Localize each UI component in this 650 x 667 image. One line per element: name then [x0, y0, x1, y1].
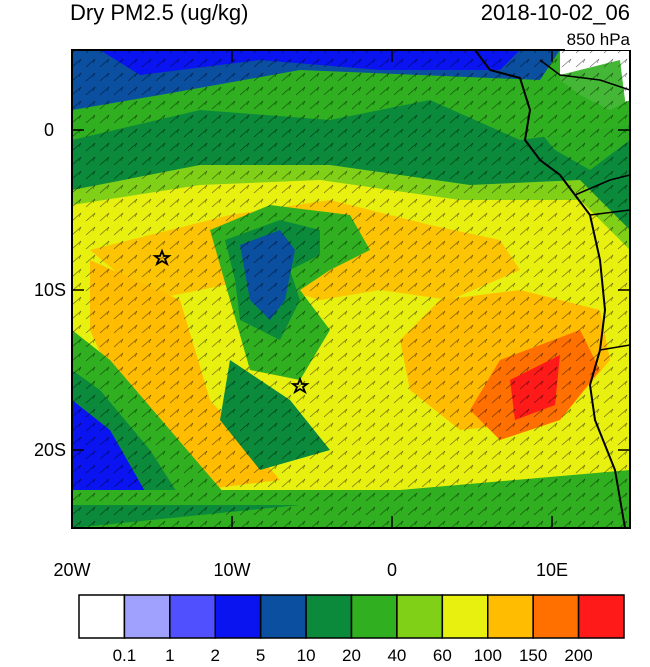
colorbar-swatch	[259, 594, 307, 639]
colorbar-swatch	[305, 594, 353, 639]
colorbar-label: 5	[255, 646, 266, 665]
colorbar-label: 60	[432, 646, 452, 665]
x-tick-10w: 10W	[213, 560, 251, 580]
colorbar-label: 10	[296, 646, 316, 665]
station-star-icon	[152, 248, 172, 267]
axis-ticks	[72, 50, 630, 528]
colorbar	[78, 594, 625, 639]
colorbar-swatch	[532, 594, 580, 639]
colorbar-label: 40	[387, 646, 407, 665]
colorbar-swatch	[441, 594, 489, 639]
colorbar-swatch	[577, 594, 625, 639]
colorbar-label: 150	[518, 646, 548, 665]
pressure-level: 850 hPa	[564, 30, 632, 50]
colorbar-swatch	[487, 594, 534, 639]
x-tick-0: 0	[386, 560, 397, 580]
colorbar-label: 2	[210, 646, 220, 665]
x-tick-10e: 10E	[535, 560, 569, 580]
y-tick-20s: 20S	[33, 440, 66, 460]
colorbar-swatch	[123, 594, 171, 639]
x-tick-20w: 20W	[53, 560, 91, 580]
station-star-icon	[290, 376, 310, 395]
colorbar-swatch	[169, 594, 216, 639]
colorbar-label: 100	[473, 646, 502, 665]
colorbar-swatch	[396, 594, 444, 639]
colorbar-label: 20	[342, 646, 361, 665]
colorbar-label: 0.1	[112, 646, 137, 665]
colorbar-label: 200	[564, 646, 593, 665]
colorbar-label: 1	[165, 646, 175, 665]
colorbar-swatch	[214, 594, 262, 639]
y-tick-0: 0	[43, 120, 54, 140]
colorbar-swatch	[78, 594, 126, 639]
map-datetime: 2018-10-02_06	[480, 0, 630, 25]
map-frame	[71, 49, 631, 529]
y-tick-10s: 10S	[33, 280, 66, 300]
pm25-field	[72, 50, 630, 528]
colorbar-swatch	[350, 594, 398, 639]
map-title: Dry PM2.5 (ug/kg)	[70, 0, 249, 25]
